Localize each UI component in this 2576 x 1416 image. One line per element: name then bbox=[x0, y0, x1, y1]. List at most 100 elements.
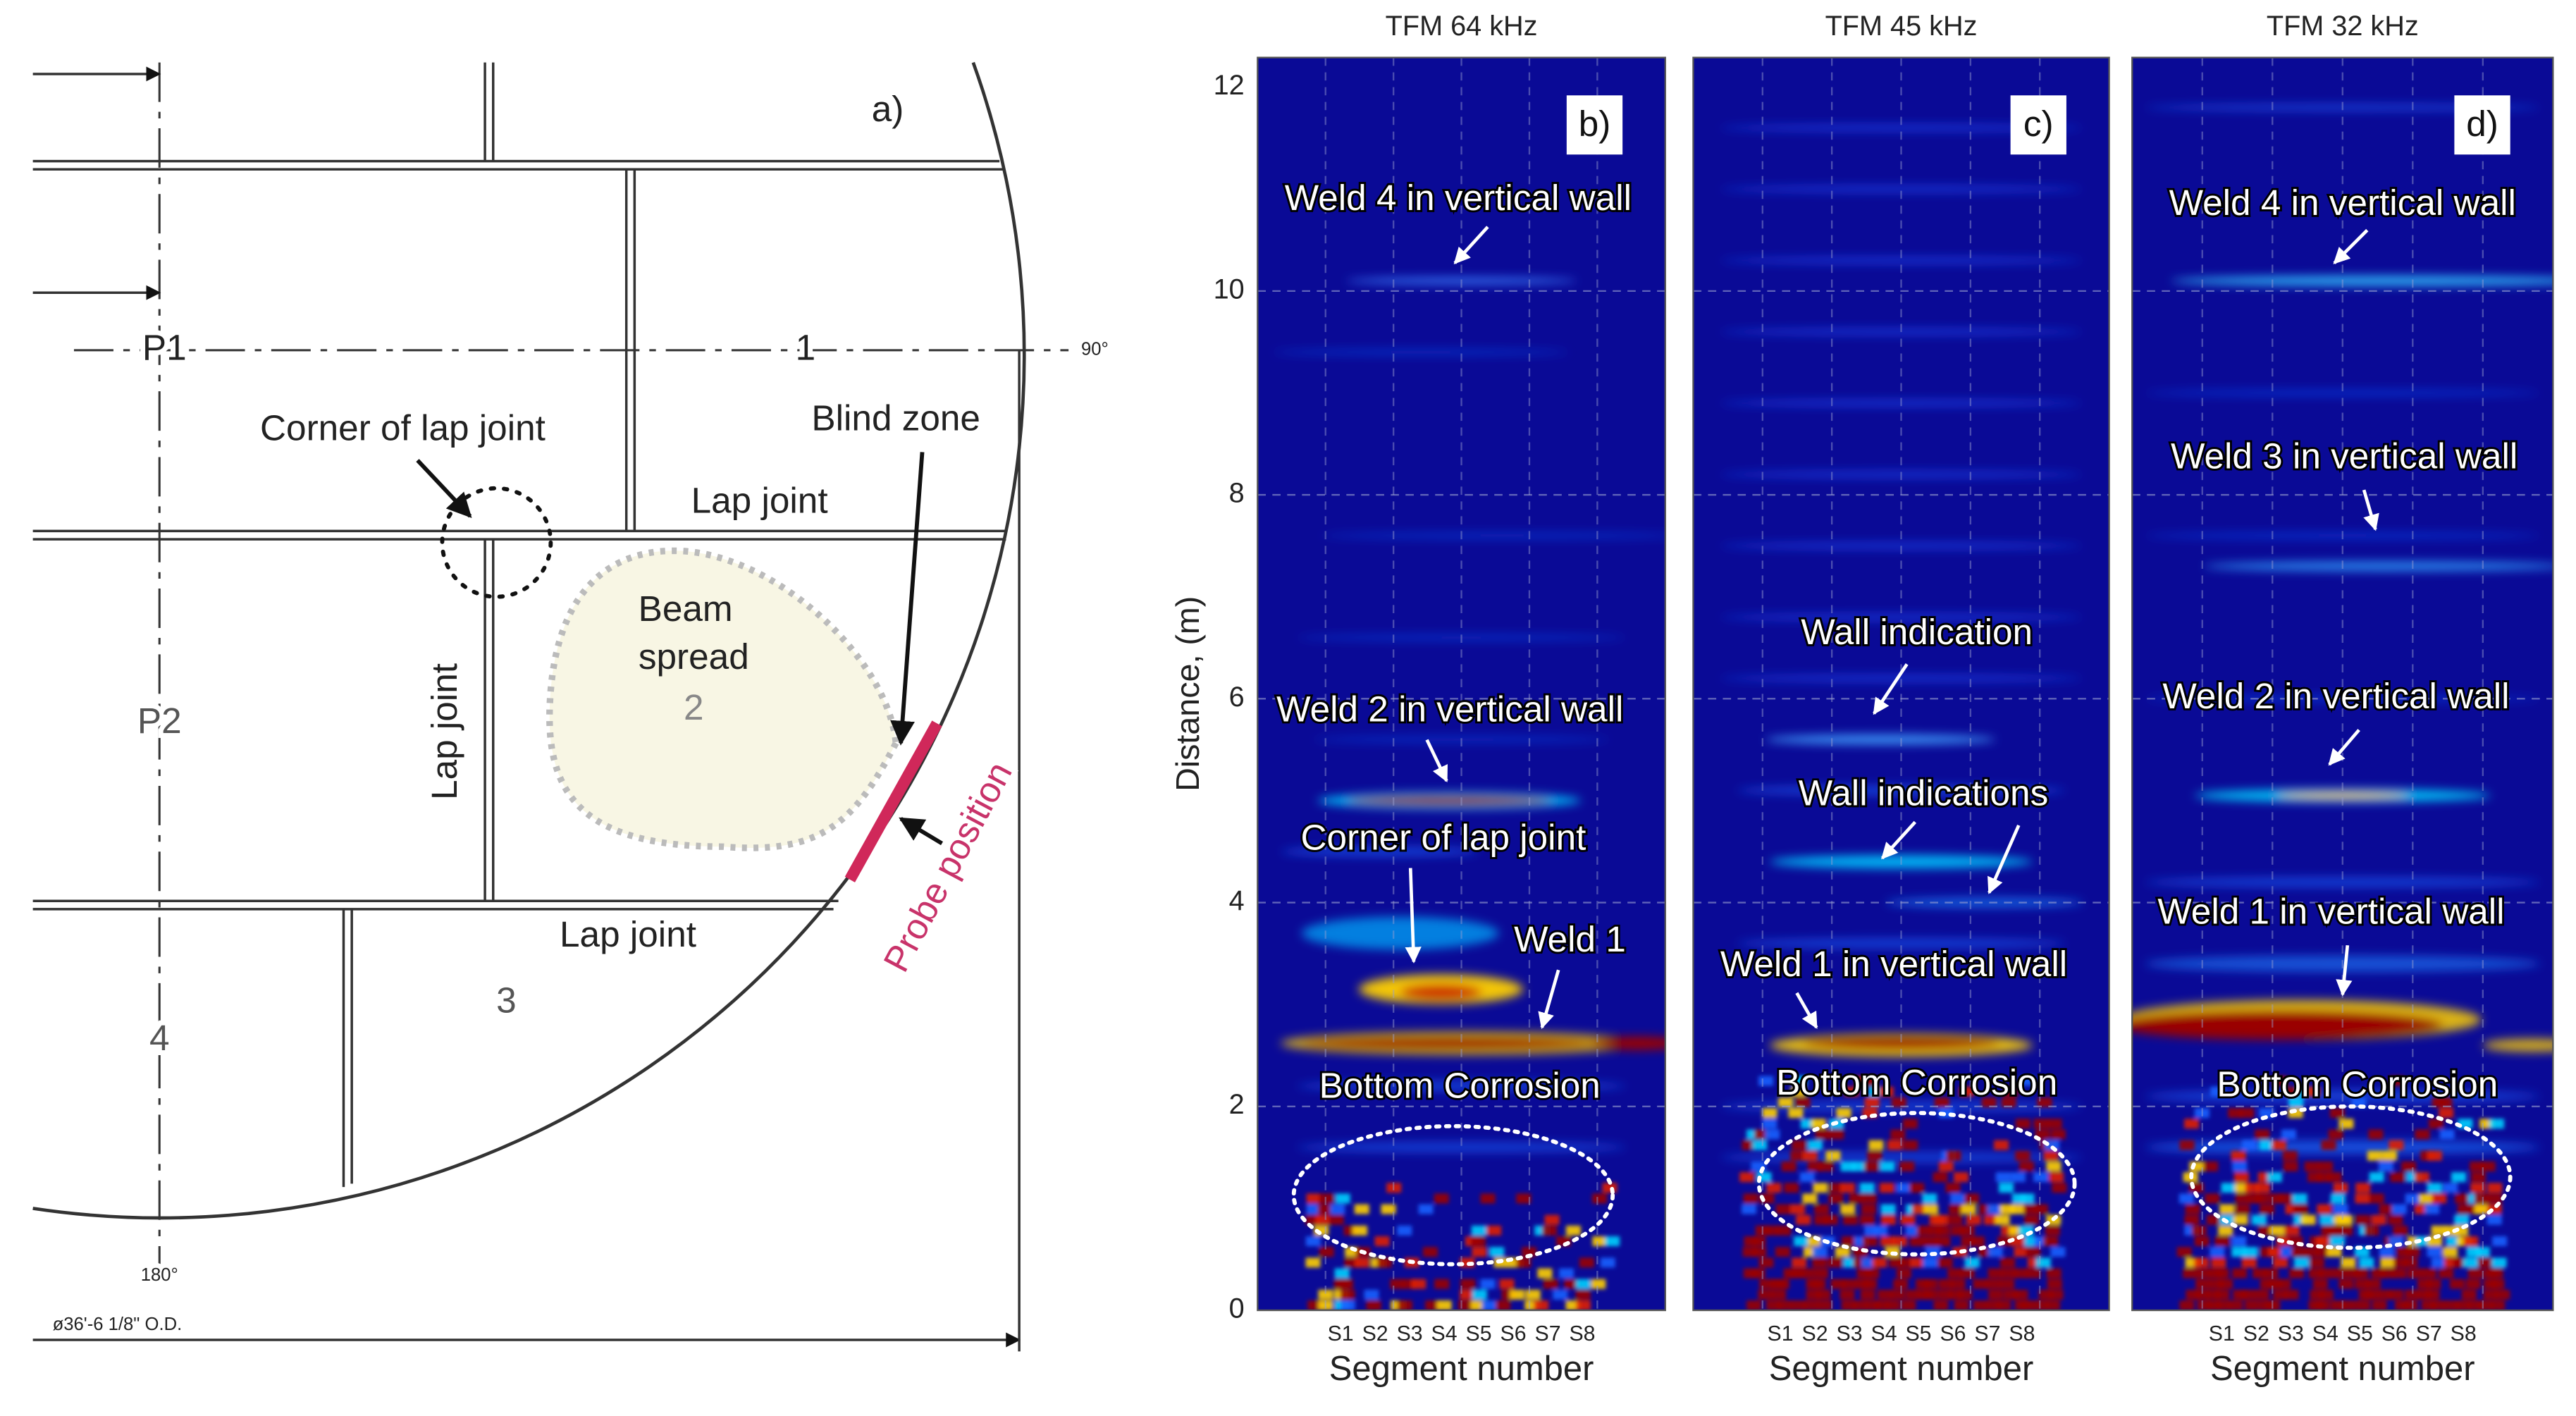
annotation-arrow bbox=[1795, 992, 1818, 1029]
corrosion-cell bbox=[2231, 1247, 2247, 1257]
corrosion-cell bbox=[2471, 1172, 2486, 1183]
corrosion-cell bbox=[1516, 1193, 1532, 1204]
corrosion-cell bbox=[1771, 1289, 1787, 1300]
corrosion-cell bbox=[1959, 1268, 1975, 1279]
corrosion-cell bbox=[2393, 1225, 2408, 1236]
corrosion-cell bbox=[2405, 1289, 2420, 1300]
corrosion-cell bbox=[2318, 1161, 2334, 1171]
corrosion-cell bbox=[1901, 1300, 1916, 1311]
x-tick-label: S7 bbox=[1974, 1322, 2000, 1346]
corrosion-cell bbox=[2010, 1172, 2026, 1183]
annotation-arrow bbox=[1988, 824, 2021, 894]
corrosion-cell bbox=[2047, 1119, 2062, 1129]
corrosion-cell bbox=[2045, 1225, 2060, 1236]
corrosion-cell bbox=[1957, 1289, 1973, 1300]
y-tick-label: 2 bbox=[1229, 1089, 1245, 1120]
streak bbox=[2171, 276, 2553, 286]
corrosion-cell bbox=[2329, 1236, 2345, 1247]
corrosion-cell bbox=[1543, 1279, 1558, 1289]
corrosion-cell bbox=[1877, 1289, 1892, 1300]
corrosion-cell bbox=[1890, 1129, 1906, 1140]
corrosion-cell bbox=[2419, 1193, 2434, 1204]
corrosion-cell bbox=[1496, 1300, 1511, 1311]
streak bbox=[1720, 542, 2083, 550]
corrosion-cell bbox=[1880, 1204, 1896, 1214]
corrosion-cell bbox=[2391, 1268, 2407, 1279]
corrosion-cell bbox=[2001, 1268, 2016, 1279]
y-tick-label: 12 bbox=[1214, 70, 1245, 101]
corrosion-cell bbox=[1579, 1257, 1594, 1268]
corrosion-cell bbox=[2426, 1279, 2441, 1289]
corrosion-cell bbox=[1949, 1204, 1964, 1214]
corrosion-cell bbox=[2391, 1204, 2407, 1214]
corrosion-cell bbox=[2421, 1268, 2436, 1279]
panel-frame bbox=[1257, 56, 1666, 1312]
x-tick-label: S2 bbox=[1802, 1322, 1828, 1346]
corrosion-cell bbox=[2355, 1300, 2371, 1311]
streak bbox=[1301, 1036, 1598, 1050]
corrosion-cell bbox=[1758, 1076, 1774, 1086]
letter-box bbox=[2010, 95, 2066, 155]
label: P2 bbox=[137, 701, 182, 741]
corrosion-cell bbox=[2183, 1268, 2198, 1279]
label: 90° bbox=[1081, 340, 1109, 359]
corrosion-cell bbox=[1923, 1204, 1939, 1214]
corrosion-cell bbox=[1969, 1236, 1985, 1247]
corrosion-cell bbox=[2292, 1193, 2307, 1204]
corrosion-cell bbox=[1906, 1289, 1921, 1300]
streak bbox=[1769, 855, 2033, 869]
corrosion-cell bbox=[1460, 1279, 1476, 1289]
corrosion-cell bbox=[1811, 1279, 1826, 1289]
corrosion-cell bbox=[1859, 1183, 1875, 1193]
corrosion-cell bbox=[1776, 1300, 1792, 1311]
corrosion-cell bbox=[2205, 1193, 2220, 1204]
x-tick-label: S5 bbox=[1466, 1322, 1492, 1346]
x-tick-label: S6 bbox=[2381, 1322, 2408, 1346]
corrosion-cell bbox=[1988, 1247, 2003, 1257]
corrosion-cell bbox=[1425, 1300, 1441, 1311]
corrosion-cell bbox=[1481, 1300, 1497, 1311]
corrosion-cell bbox=[1988, 1289, 2004, 1300]
y-axis-label: Distance, (m) bbox=[1169, 596, 1206, 792]
label: P1 bbox=[142, 327, 187, 367]
corrosion-cell bbox=[1802, 1150, 1818, 1161]
corrosion-cell bbox=[1575, 1289, 1591, 1300]
x-tick-label: S6 bbox=[1940, 1322, 1966, 1346]
corrosion-cell bbox=[2033, 1172, 2049, 1183]
corrosion-cell bbox=[2015, 1150, 2030, 1161]
corrosion-cell bbox=[2033, 1300, 2049, 1311]
x-tick-label: S7 bbox=[1534, 1322, 1560, 1346]
corrosion-cell bbox=[1995, 1172, 2011, 1183]
corrosion-cell bbox=[1863, 1161, 1879, 1171]
corrosion-cell bbox=[1818, 1161, 1834, 1171]
corrosion-cell bbox=[1964, 1193, 1980, 1204]
x-tick-label: S1 bbox=[1768, 1322, 1794, 1346]
corrosion-cell bbox=[1329, 1214, 1344, 1225]
corrosion-cell bbox=[2487, 1193, 2503, 1204]
corrosion-cell bbox=[1861, 1193, 1877, 1204]
corrosion-cell bbox=[2024, 1214, 2040, 1225]
corrosion-cell bbox=[2013, 1289, 2028, 1300]
panel-frame bbox=[1692, 56, 2110, 1312]
streak bbox=[1400, 984, 1482, 1001]
corrosion-cell bbox=[2291, 1247, 2307, 1257]
corrosion-cell bbox=[2305, 1086, 2320, 1097]
corrosion-cell bbox=[1758, 1257, 1774, 1268]
corrosion-cell bbox=[1751, 1247, 1767, 1257]
streak bbox=[1885, 897, 2083, 908]
streak bbox=[1281, 846, 1479, 857]
corrosion-cell bbox=[1954, 1300, 1969, 1311]
corrosion-cell bbox=[2491, 1257, 2507, 1268]
corrosion-cell bbox=[2254, 1193, 2269, 1204]
corrosion-cell bbox=[1763, 1225, 1779, 1236]
corrosion-cell bbox=[1823, 1214, 1838, 1225]
corrosion-cell bbox=[1792, 1257, 1807, 1268]
corrosion-cell bbox=[1422, 1247, 1438, 1257]
corrosion-cell bbox=[1841, 1300, 1856, 1311]
corrosion-cell bbox=[2000, 1257, 2016, 1268]
streak bbox=[2482, 1038, 2553, 1052]
corrosion-cell bbox=[1418, 1204, 1434, 1214]
corrosion-cell bbox=[2179, 1140, 2195, 1150]
streak bbox=[1313, 736, 1610, 743]
corrosion-cell bbox=[2371, 1214, 2386, 1225]
